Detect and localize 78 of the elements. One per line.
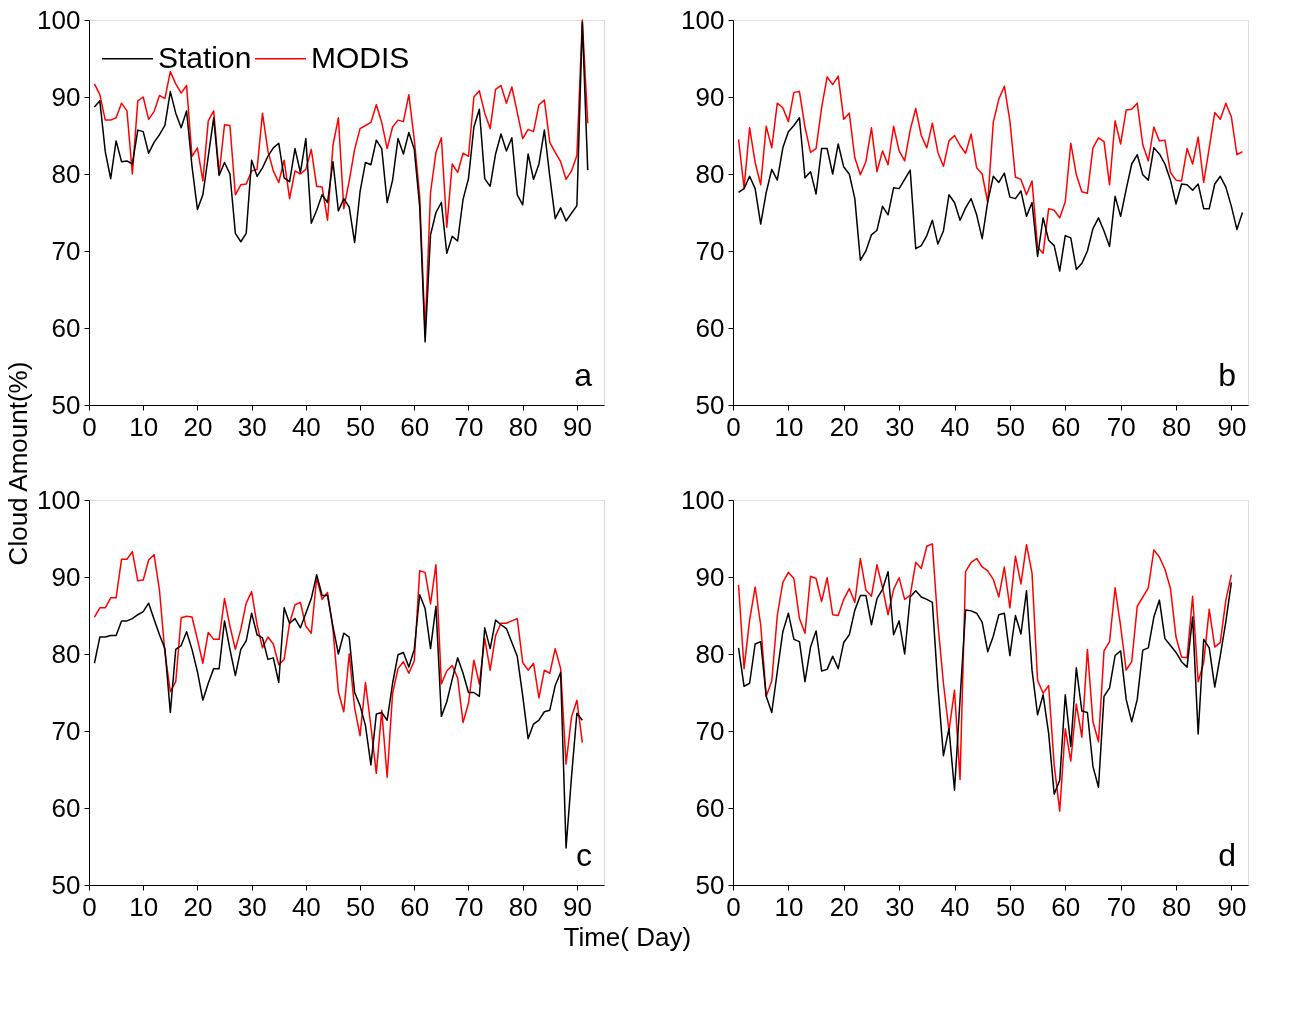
legend-label: Station	[158, 40, 252, 74]
y-axis-title: Cloud Amount(%)	[3, 361, 34, 566]
y-tick-label: 70	[695, 715, 725, 746]
annotation: d	[1218, 837, 1236, 873]
x-tick-label: 50	[995, 891, 1025, 922]
x-tick-label: 20	[183, 891, 213, 922]
y-tick-label: 50	[51, 869, 81, 900]
y-tick-label: 70	[51, 715, 81, 746]
x-tick-label: 30	[237, 411, 267, 442]
x-tick-label: 40	[291, 411, 321, 442]
y-tick-label: 70	[51, 235, 81, 266]
x-tick-label: 70	[1106, 891, 1136, 922]
x-tick-label: 40	[291, 891, 321, 922]
y-tick-label: 50	[695, 389, 725, 420]
y-tick-label: 100	[37, 4, 81, 35]
x-tick-label: 40	[940, 891, 970, 922]
legend-label: MODIS	[311, 40, 410, 74]
y-tick-label: 90	[51, 81, 81, 112]
y-tick-label: 100	[681, 484, 725, 515]
x-tick-label: 50	[995, 411, 1025, 442]
x-tick-label: 80	[508, 411, 538, 442]
x-tick-label: 30	[885, 891, 915, 922]
x-tick-label: 0	[726, 891, 741, 922]
y-tick-label: 60	[695, 312, 725, 343]
x-tick-label: 10	[774, 891, 804, 922]
x-tick-label: 80	[1162, 891, 1191, 922]
x-tick-label: 10	[774, 411, 804, 442]
x-tick-label: 70	[454, 891, 484, 922]
x-tick-label: 30	[885, 411, 915, 442]
line-series	[737, 117, 1244, 272]
x-tick-label: 30	[237, 891, 267, 922]
x-tick-label: 50	[346, 411, 376, 442]
line-series	[737, 570, 1233, 795]
y-tick-label: 80	[51, 158, 81, 189]
y-tick-label: 50	[51, 389, 81, 420]
y-tick-label: 60	[51, 792, 81, 823]
x-axis-title: Time( Day)	[563, 921, 692, 952]
x-tick-label: 80	[1162, 411, 1191, 442]
line-series	[93, 573, 584, 849]
x-tick-label: 0	[82, 411, 97, 442]
annotation: a	[574, 357, 593, 393]
x-tick-label: 70	[454, 411, 484, 442]
y-tick-label: 80	[695, 158, 725, 189]
annotation: b	[1218, 357, 1236, 393]
line-series	[737, 75, 1244, 255]
line-series	[93, 550, 584, 778]
x-tick-label: 60	[1051, 411, 1081, 442]
x-tick-label: 90	[1217, 411, 1247, 442]
x-tick-label: 60	[1051, 891, 1081, 922]
y-tick-label: 90	[695, 561, 725, 592]
x-tick-label: 80	[508, 891, 538, 922]
x-tick-label: 20	[829, 411, 859, 442]
y-tick-label: 50	[695, 869, 725, 900]
x-tick-label: 50	[346, 891, 376, 922]
y-tick-label: 90	[51, 561, 81, 592]
x-tick-label: 20	[183, 411, 213, 442]
x-tick-label: 60	[400, 411, 430, 442]
y-tick-label: 80	[51, 638, 81, 669]
annotation: c	[576, 837, 592, 873]
x-tick-label: 90	[1217, 891, 1247, 922]
x-tick-label: 0	[726, 411, 741, 442]
line-series	[737, 543, 1233, 812]
x-tick-label: 20	[829, 891, 859, 922]
x-tick-label: 40	[940, 411, 970, 442]
y-tick-label: 70	[695, 235, 725, 266]
y-tick-label: 60	[695, 792, 725, 823]
x-tick-label: 10	[129, 411, 159, 442]
y-tick-label: 100	[37, 484, 81, 515]
x-tick-label: 0	[82, 891, 97, 922]
x-tick-label: 60	[400, 891, 430, 922]
y-tick-label: 60	[51, 312, 81, 343]
y-tick-label: 100	[681, 4, 725, 35]
x-tick-label: 70	[1106, 411, 1136, 442]
x-tick-label: 90	[562, 891, 592, 922]
y-tick-label: 80	[695, 638, 725, 669]
x-tick-label: 10	[129, 891, 159, 922]
y-tick-label: 90	[695, 81, 725, 112]
x-tick-label: 90	[562, 411, 592, 442]
